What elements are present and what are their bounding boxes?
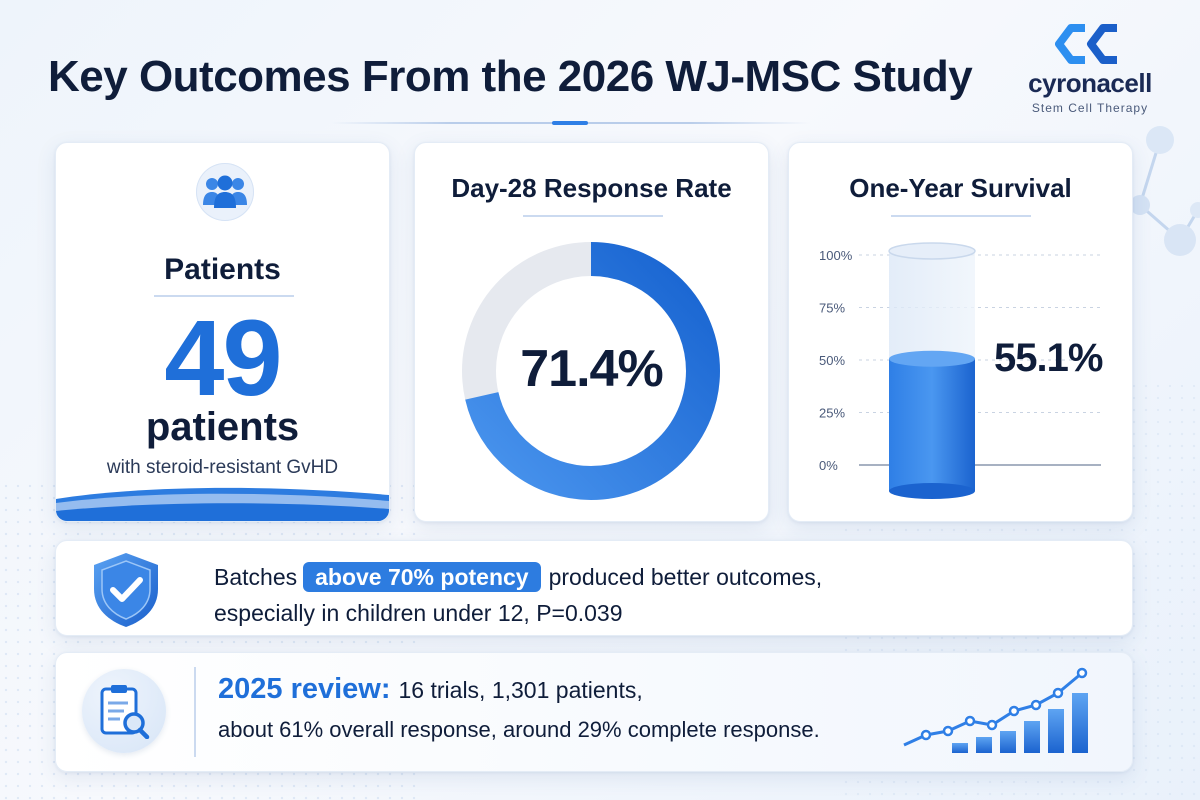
survival-value: 55.1% bbox=[994, 336, 1103, 380]
response-rate-value: 71.4% bbox=[520, 340, 663, 398]
potency-card: Batches above 70% potency produced better … bbox=[55, 540, 1133, 636]
survival-title: One-Year Survival bbox=[849, 173, 1072, 203]
potency-text-after: produced better outcomes, bbox=[548, 564, 823, 590]
review-card: 2025 review: 16 trials, 1,301 patients, a… bbox=[55, 652, 1133, 772]
brand-logo: cyronacell Stem Cell Therapy bbox=[1010, 22, 1170, 115]
review-summary: 16 trials, 1,301 patients, bbox=[398, 677, 643, 703]
trend-chart-icon bbox=[903, 667, 1088, 753]
survival-tick-label: 50% bbox=[819, 353, 845, 368]
patients-count: 49 bbox=[164, 297, 282, 418]
response-rate-donut bbox=[462, 242, 720, 500]
cylinder-liquid-bottom bbox=[889, 483, 975, 499]
page-title: Key Outcomes From the 2026 WJ-MSC Study bbox=[48, 52, 973, 101]
response-rate-divider bbox=[523, 215, 663, 217]
cylinder-liquid bbox=[889, 358, 975, 491]
brand-mark-icon bbox=[1055, 24, 1117, 64]
survival-tick-label: 25% bbox=[819, 406, 845, 421]
survival-cylinder-chart: 100% 75% 50% 25% 0% bbox=[819, 242, 1101, 499]
survival-tick-label: 0% bbox=[819, 458, 838, 473]
review-divider bbox=[194, 667, 196, 757]
response-rate-title: Day-28 Response Rate bbox=[451, 173, 732, 203]
patients-divider bbox=[154, 295, 294, 297]
potency-text-line2: especially in children under 12, P=0.039 bbox=[214, 600, 623, 626]
title-divider bbox=[330, 121, 810, 125]
survival-tick-label: 75% bbox=[819, 301, 845, 316]
potency-text-before: Batches bbox=[214, 564, 298, 590]
patients-card: Patients 49 patients with steroid-resist… bbox=[55, 142, 390, 522]
potency-highlight-badge: above 70% potency bbox=[303, 562, 541, 592]
clipboard-search-icon bbox=[82, 669, 166, 753]
cylinder-glass-top bbox=[888, 242, 976, 260]
review-title: 2025 review: bbox=[218, 673, 391, 705]
survival-tick-label: 100% bbox=[819, 248, 853, 263]
cylinder-liquid-surface bbox=[889, 350, 975, 367]
brand-tagline: Stem Cell Therapy bbox=[1031, 101, 1149, 115]
card-wave-decoration bbox=[56, 487, 389, 521]
donut-value-arc bbox=[462, 242, 720, 500]
potency-text: Batches above 70% potency produced better … bbox=[214, 559, 822, 631]
patients-unit: patients bbox=[145, 405, 300, 449]
users-icon bbox=[196, 163, 254, 221]
brand-name: cyronacell bbox=[1028, 68, 1152, 98]
patients-description: with steroid-resistant GvHD bbox=[106, 457, 339, 478]
review-line2: about 61% overall response, around 29% c… bbox=[218, 717, 820, 742]
review-line1: 2025 review: 16 trials, 1,301 patients, bbox=[218, 673, 643, 706]
response-rate-card: Day-28 Response Rate 71.4% bbox=[414, 142, 769, 522]
molecule-decoration-icon bbox=[1130, 126, 1200, 256]
survival-divider bbox=[891, 215, 1031, 217]
shield-check-icon bbox=[94, 553, 158, 627]
patients-label: Patients bbox=[164, 253, 281, 286]
survival-card: One-Year Survival 100% 75% 50% 25% 0% 55.1% bbox=[788, 142, 1133, 522]
